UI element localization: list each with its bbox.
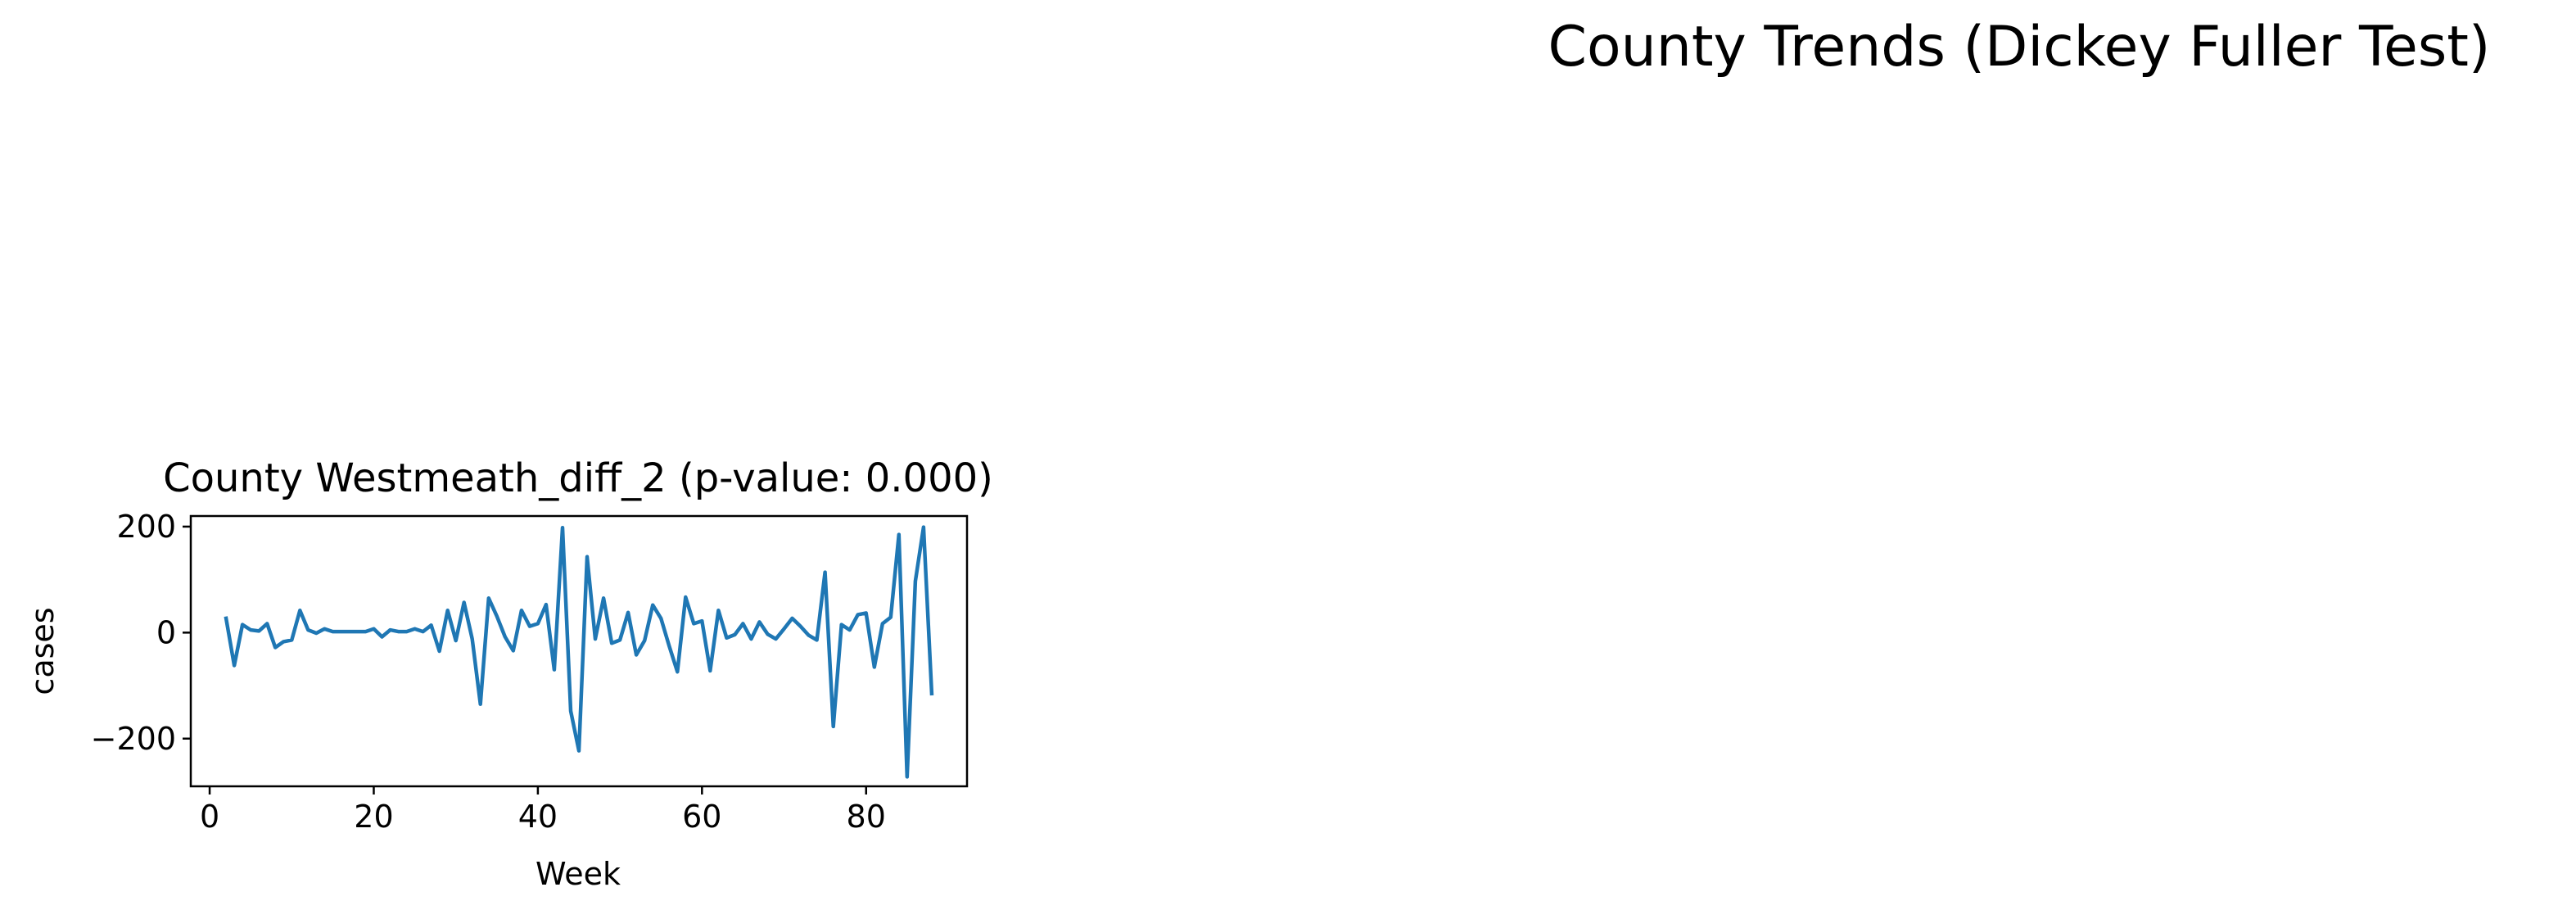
x-axis-ticks: 0 20 40 60 80 (200, 786, 886, 835)
x-axis-label: Week (536, 856, 621, 892)
y-tick-label: 200 (116, 509, 176, 545)
series-line-westmeath (224, 525, 934, 779)
x-tick-label: 0 (200, 799, 219, 835)
subplot-westmeath: County Westmeath_diff_2 (p-value: 0.000)… (25, 455, 993, 892)
y-tick-label: 0 (156, 614, 176, 650)
y-axis-ticks: −200 0 200 (91, 509, 191, 757)
y-axis-label: cases (25, 607, 61, 695)
x-tick-label: 40 (518, 799, 558, 835)
chart-title: County Westmeath_diff_2 (p-value: 0.000) (163, 455, 993, 501)
figure-suptitle: County Trends (Dickey Fuller Test) (1548, 15, 2491, 79)
y-tick-label: −200 (91, 721, 176, 757)
x-tick-label: 60 (682, 799, 721, 835)
x-tick-label: 80 (847, 799, 886, 835)
axes-frame (189, 514, 969, 788)
x-tick-label: 20 (354, 799, 393, 835)
plot-area (189, 514, 969, 788)
